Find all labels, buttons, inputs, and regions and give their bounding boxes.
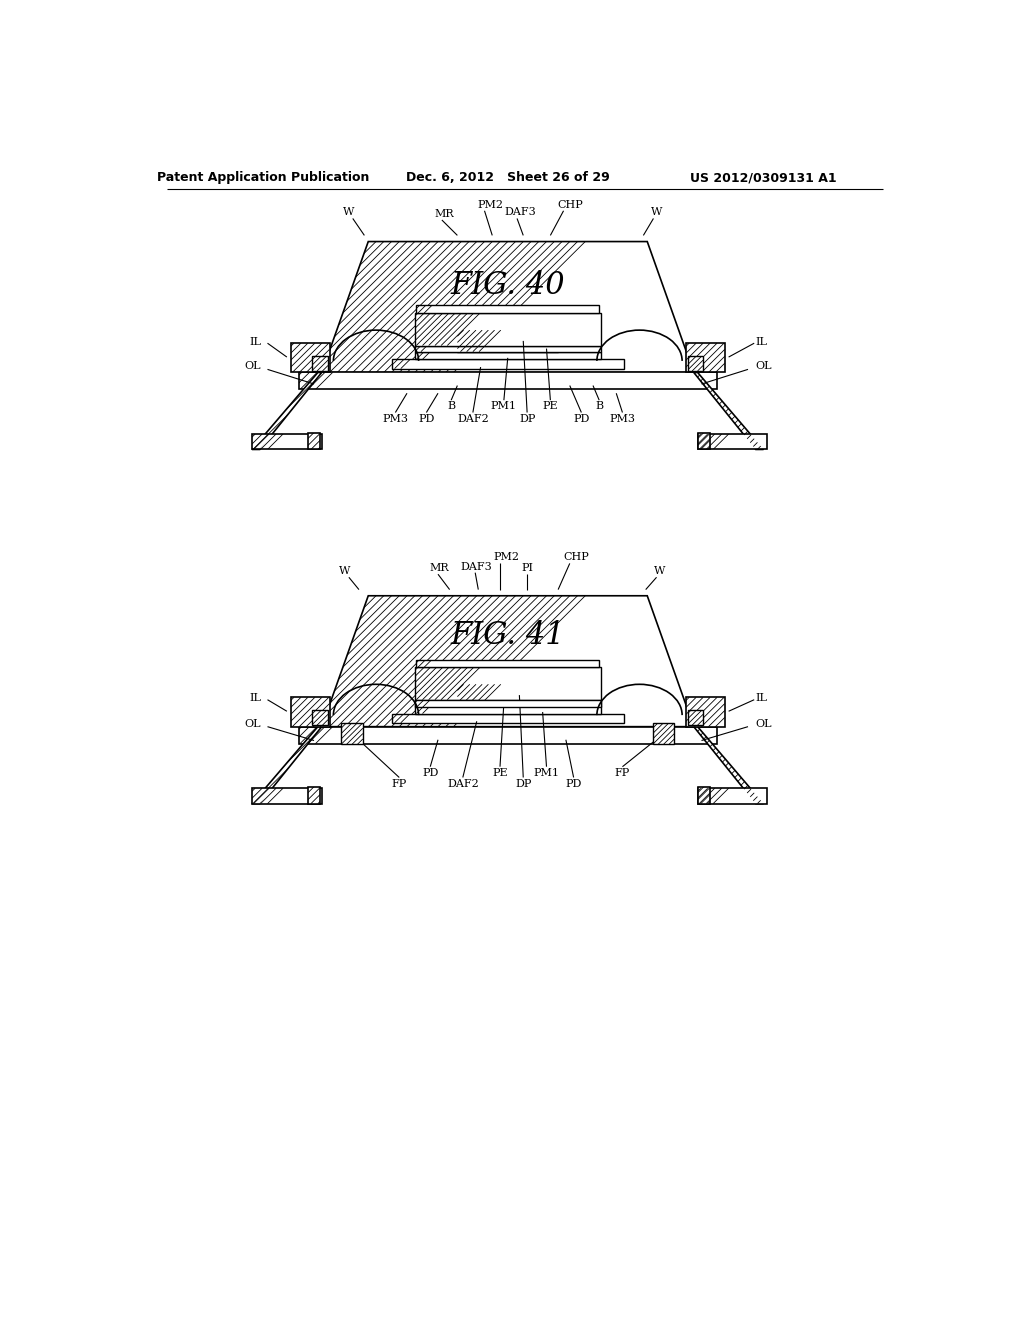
Polygon shape <box>415 668 601 700</box>
Polygon shape <box>415 706 601 714</box>
Polygon shape <box>252 372 322 449</box>
Text: PE: PE <box>543 401 558 412</box>
Text: MR: MR <box>430 564 450 573</box>
Text: OL: OL <box>756 718 772 729</box>
Polygon shape <box>415 700 601 706</box>
Text: W: W <box>343 207 354 218</box>
Polygon shape <box>291 343 330 372</box>
Text: IL: IL <box>756 693 768 704</box>
Text: PD: PD <box>565 779 582 788</box>
Text: PM2: PM2 <box>494 552 519 562</box>
Text: DP: DP <box>515 779 531 788</box>
Text: PM1: PM1 <box>490 401 517 412</box>
Text: Patent Application Publication: Patent Application Publication <box>158 172 370 185</box>
Text: PM3: PM3 <box>609 413 636 424</box>
Text: PD: PD <box>418 413 434 424</box>
Text: MR: MR <box>434 209 454 219</box>
Polygon shape <box>341 723 362 744</box>
Polygon shape <box>299 726 717 743</box>
Polygon shape <box>415 351 601 359</box>
Text: CHP: CHP <box>557 199 583 210</box>
Text: PE: PE <box>493 768 508 777</box>
Text: PI: PI <box>521 564 534 573</box>
Polygon shape <box>299 372 717 389</box>
Polygon shape <box>252 788 322 804</box>
Polygon shape <box>687 710 703 725</box>
Text: B: B <box>447 401 456 412</box>
Text: DAF3: DAF3 <box>461 561 493 572</box>
Text: DAF2: DAF2 <box>446 779 478 788</box>
Polygon shape <box>417 305 599 313</box>
Text: OL: OL <box>756 362 772 371</box>
Polygon shape <box>417 660 599 668</box>
Text: FP: FP <box>391 779 407 788</box>
Polygon shape <box>458 684 558 706</box>
Polygon shape <box>308 433 321 449</box>
Text: FIG. 40: FIG. 40 <box>451 271 565 301</box>
Polygon shape <box>415 346 601 351</box>
Polygon shape <box>652 723 675 744</box>
Text: PM3: PM3 <box>382 413 409 424</box>
Text: W: W <box>339 566 350 576</box>
Text: FP: FP <box>614 768 630 777</box>
Polygon shape <box>415 313 601 346</box>
Polygon shape <box>312 710 328 725</box>
Polygon shape <box>686 343 725 372</box>
Text: DAF2: DAF2 <box>457 413 488 424</box>
Polygon shape <box>693 372 764 449</box>
Text: B: B <box>595 401 603 412</box>
Text: W: W <box>654 566 666 576</box>
Text: OL: OL <box>245 362 261 371</box>
Polygon shape <box>415 700 601 708</box>
Text: OL: OL <box>245 718 261 729</box>
Polygon shape <box>252 726 322 804</box>
Polygon shape <box>312 355 328 371</box>
Text: US 2012/0309131 A1: US 2012/0309131 A1 <box>690 172 837 185</box>
Polygon shape <box>697 787 710 804</box>
Text: FIG. 41: FIG. 41 <box>451 620 565 651</box>
Polygon shape <box>686 697 725 726</box>
Text: IL: IL <box>250 693 261 704</box>
Polygon shape <box>697 434 767 449</box>
Text: PD: PD <box>573 413 590 424</box>
Text: CHP: CHP <box>563 552 589 562</box>
Polygon shape <box>391 359 624 368</box>
Text: W: W <box>651 207 663 218</box>
Polygon shape <box>252 434 322 449</box>
Polygon shape <box>687 355 703 371</box>
Text: DAF3: DAF3 <box>504 207 536 218</box>
Text: IL: IL <box>250 337 261 347</box>
Polygon shape <box>308 787 321 804</box>
Text: IL: IL <box>756 337 768 347</box>
Text: PM2: PM2 <box>478 199 504 210</box>
Polygon shape <box>322 242 693 372</box>
Polygon shape <box>458 330 558 351</box>
Polygon shape <box>391 714 624 723</box>
Polygon shape <box>693 726 764 804</box>
Polygon shape <box>291 697 330 726</box>
Polygon shape <box>322 595 693 726</box>
Text: PM1: PM1 <box>534 768 559 777</box>
Text: Dec. 6, 2012   Sheet 26 of 29: Dec. 6, 2012 Sheet 26 of 29 <box>406 172 609 185</box>
Polygon shape <box>697 433 710 449</box>
Text: PD: PD <box>422 768 438 777</box>
Text: DP: DP <box>519 413 536 424</box>
Polygon shape <box>697 788 767 804</box>
